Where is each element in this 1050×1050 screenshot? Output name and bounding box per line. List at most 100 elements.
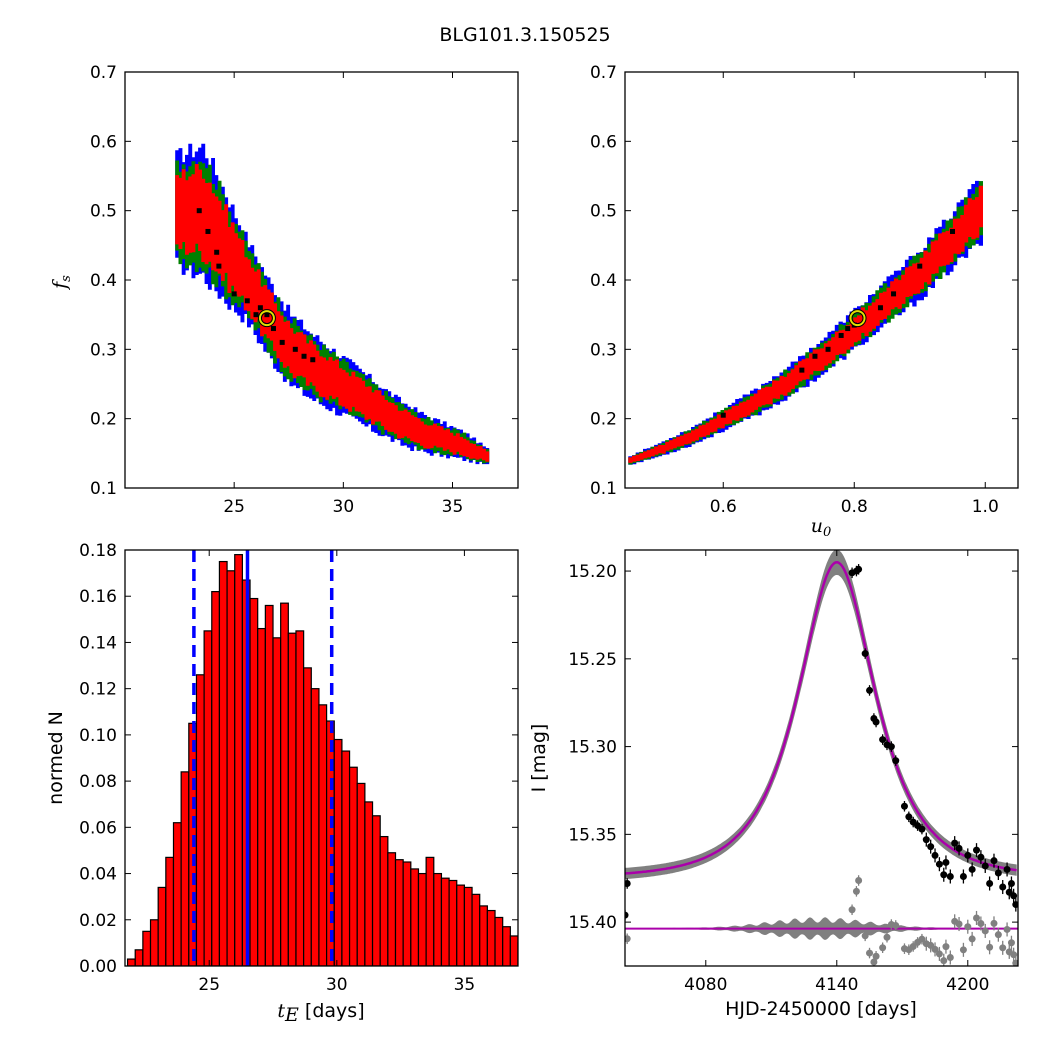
residual-point: [990, 919, 998, 927]
data-point: [940, 871, 948, 879]
histogram-bar: [526, 945, 534, 966]
axes-frame: [624, 549, 1019, 967]
axes-frame: [624, 71, 1019, 489]
histogram-bar: [517, 942, 518, 966]
histogram-bar: [218, 560, 228, 966]
histogram-bar: [556, 961, 564, 966]
best-sample-cell: [257, 305, 263, 311]
data-point: [861, 650, 869, 658]
x-tick-label: 0.8: [841, 497, 868, 517]
best-sample-cell: [799, 367, 805, 373]
y-tick-label: 0.5: [590, 202, 617, 222]
residual-point: [622, 967, 629, 974]
residual-point: [942, 943, 950, 951]
best-sample-cell: [838, 332, 844, 338]
histogram-bar: [456, 884, 466, 966]
histogram-bar: [486, 909, 496, 966]
best-sample-cell: [196, 208, 202, 214]
y-tick-label: 0.18: [79, 541, 117, 561]
residual-point: [852, 887, 860, 895]
residual-point: [848, 906, 856, 914]
best-fit-marker: [849, 310, 866, 327]
y-tick-label: 0.1: [90, 479, 117, 499]
residual-point: [968, 935, 976, 943]
panel-fs-vs-te: 25 30 35 0.1 0.2 0.3 0.4 0.5 0.6 0.7 fs: [49, 63, 519, 517]
histogram-bar: [348, 766, 358, 966]
histogram-bar: [394, 859, 404, 966]
y-tick-label: 0.12: [79, 680, 117, 700]
confidence-region-middle: [175, 160, 490, 464]
data-point: [951, 839, 959, 847]
y-axis-label: I [mag]: [528, 724, 550, 793]
histogram-bar: [287, 632, 297, 966]
panel-fs-vs-u0: 0.6 0.8 1.0 0.1 0.2 0.3 0.4 0.5 0.6 0.7 u0: [590, 63, 1019, 540]
data-point: [866, 686, 874, 694]
x-axis-label-symbol: t: [277, 1000, 285, 1022]
y-tick-label: 15.25: [568, 650, 617, 670]
histogram-bar: [410, 868, 420, 966]
histogram-bar: [280, 602, 289, 966]
histogram-bar: [172, 822, 182, 966]
best-fit-marker: [258, 310, 275, 327]
histogram-bar: [371, 815, 381, 966]
x-axis-label-units: [days]: [299, 1000, 365, 1022]
plot-area: [126, 550, 610, 966]
confidence-region-outer: [628, 180, 983, 465]
residual-point: [955, 920, 963, 928]
x-tick-label: 4080: [684, 975, 727, 995]
histogram-bar: [402, 861, 412, 966]
best-sample-cell: [253, 312, 259, 318]
y-tick-label: 0.2: [90, 410, 117, 430]
histogram-bar: [249, 597, 259, 966]
y-tick-label: 0.14: [79, 633, 117, 653]
histogram-bar: [257, 627, 266, 966]
residual-point: [959, 946, 967, 954]
residual-point: [1007, 939, 1015, 947]
y-tick-label: 0.02: [79, 911, 117, 931]
y-tick-label: 0.10: [79, 726, 117, 746]
y-tick-label: 15.35: [568, 825, 617, 845]
residual-point: [973, 914, 981, 922]
data-point: [964, 851, 972, 859]
data-point: [968, 865, 976, 873]
histogram-bar: [333, 738, 343, 966]
data-point: [1003, 865, 1011, 873]
residual-point: [986, 943, 994, 951]
residual-point: [931, 945, 939, 953]
best-sample-cell: [270, 326, 276, 332]
x-axis-label-subscript: E: [284, 1004, 299, 1026]
histogram-bar: [564, 962, 572, 966]
y-tick-label: 15.40: [568, 913, 617, 933]
data-point: [872, 718, 880, 726]
data-point: [981, 862, 989, 870]
x-axis-label: HJD-2450000 [days]: [725, 998, 917, 1020]
residual-point: [946, 954, 954, 962]
best-sample-cell: [301, 353, 307, 359]
histogram-bar: [433, 872, 443, 966]
histogram-bar: [211, 590, 221, 966]
data-point: [986, 880, 994, 888]
x-tick-label: 35: [454, 975, 476, 995]
histogram-bar: [549, 957, 557, 966]
x-tick-label: 4200: [946, 975, 989, 995]
y-tick-label: 15.30: [568, 738, 617, 758]
best-sample-cell: [231, 291, 237, 297]
histogram-bar: [502, 926, 511, 966]
confidence-region-inner: [628, 185, 983, 463]
histogram-bar: [425, 856, 435, 966]
y-tick-label: 0.04: [79, 865, 117, 885]
x-tick-label: 1.0: [972, 497, 999, 517]
data-point: [892, 757, 900, 765]
panel-te-histogram: 25 30 35 0.00 0.02 0.04 0.06 0.08 0.10 0.12 0.14 0.…: [45, 541, 610, 1026]
x-tick-label: 25: [198, 975, 220, 995]
y-tick-label: 15.20: [568, 562, 617, 582]
histogram-bar: [587, 965, 595, 966]
residual-point: [879, 944, 887, 952]
histogram-bar: [602, 965, 610, 966]
x-tick-label: 30: [333, 497, 355, 517]
best-sample-cell: [264, 312, 270, 318]
y-tick-label: 0.16: [79, 587, 117, 607]
histogram-bar: [448, 879, 458, 966]
histogram-bar: [533, 950, 541, 966]
